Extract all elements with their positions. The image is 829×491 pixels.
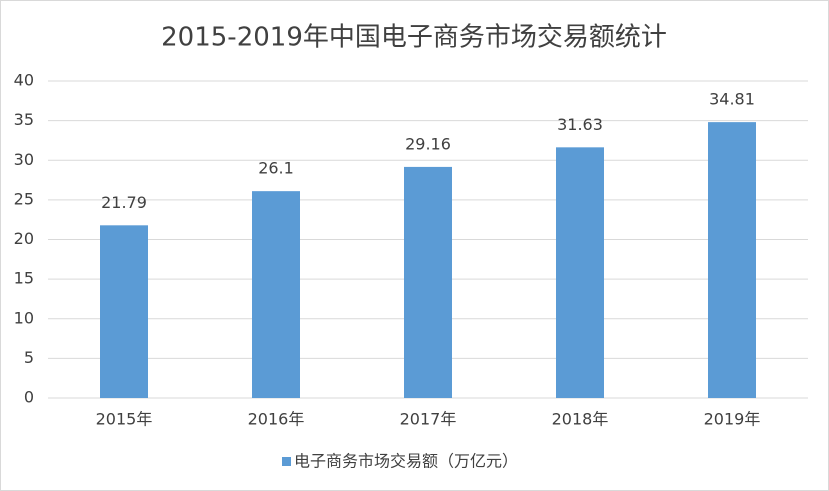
y-tick-label: 0: [24, 388, 34, 407]
data-label: 34.81: [709, 90, 755, 109]
data-label: 26.1: [258, 159, 294, 178]
x-tick-label: 2019年: [704, 410, 761, 429]
data-label: 31.63: [557, 115, 603, 134]
bar: [100, 225, 148, 398]
y-tick-label: 15: [14, 269, 34, 288]
data-label: 21.79: [101, 193, 147, 212]
x-tick-label: 2017年: [400, 410, 457, 429]
x-tick-label: 2016年: [248, 410, 305, 429]
x-tick-label: 2018年: [552, 410, 609, 429]
bar: [252, 191, 300, 398]
legend-swatch: [282, 457, 291, 466]
y-tick-label: 40: [14, 71, 34, 90]
bar: [404, 166, 452, 398]
chart-title: 2015-2019年中国电子商务市场交易额统计: [161, 23, 667, 53]
y-tick-label: 10: [14, 308, 34, 327]
y-tick-label: 35: [14, 110, 34, 129]
y-tick-label: 30: [14, 150, 34, 169]
data-label: 29.16: [405, 134, 451, 153]
legend-label: 电子商务市场交易额（万亿元）: [294, 452, 518, 471]
y-tick-label: 5: [24, 348, 34, 367]
bar: [708, 122, 756, 399]
y-tick-label: 25: [14, 189, 34, 208]
x-tick-label: 2015年: [96, 410, 153, 429]
y-tick-label: 20: [14, 229, 34, 248]
bar: [556, 147, 604, 398]
